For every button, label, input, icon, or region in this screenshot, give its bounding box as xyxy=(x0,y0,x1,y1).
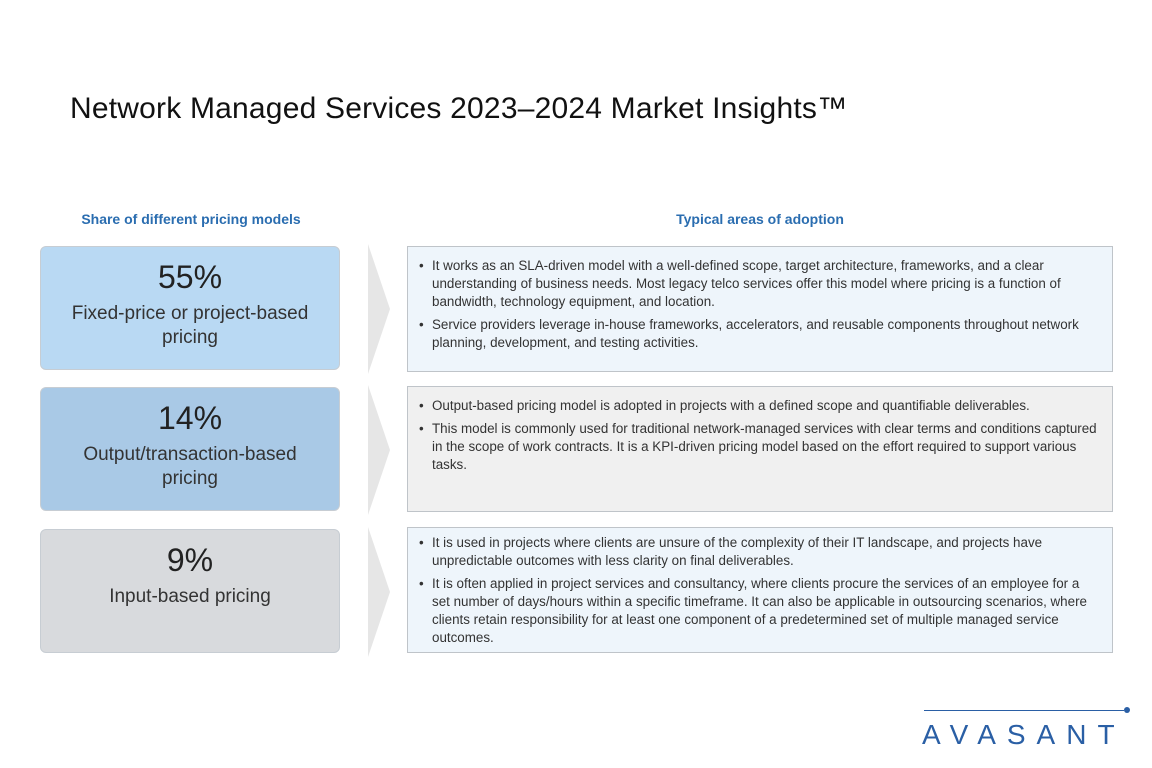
adoption-box-input-based: • It is used in projects where clients ar… xyxy=(407,527,1113,653)
share-percent: 55% xyxy=(157,259,223,295)
adoption-bullet: • It is used in projects where clients ar… xyxy=(419,535,1043,568)
share-box-output-based: 14% Output/transaction-based pricing xyxy=(40,387,340,511)
share-label: Output/transaction-based pricing xyxy=(83,444,297,489)
logo-wordmark: AVASANT xyxy=(922,719,1126,750)
adoption-box-output-based: • Output-based pricing model is adopted i… xyxy=(407,386,1113,512)
chevron-right-icon xyxy=(368,527,390,657)
logo-dot xyxy=(1124,707,1130,713)
share-percent: 9% xyxy=(166,542,214,578)
chevron-right-icon xyxy=(368,385,390,515)
chevron-right-icon xyxy=(368,244,390,374)
adoption-bullet: • This model is commonly used for traditi… xyxy=(419,421,1097,472)
page-title: Network Managed Services 2023–2024 Marke… xyxy=(70,92,848,125)
adoption-bullet: • Output-based pricing model is adopted i… xyxy=(419,398,1030,413)
share-label: Fixed-price or project-based pricing xyxy=(71,303,309,348)
adoption-bullet: • Service providers leverage in-house fra… xyxy=(419,317,1079,350)
share-box-fixed-price: 55% Fixed-price or project-based pricing xyxy=(40,246,340,370)
share-label: Input-based pricing xyxy=(109,586,271,607)
adoption-bullet: • It is often applied in project services… xyxy=(419,576,1087,645)
left-column-header: Share of different pricing models xyxy=(81,211,301,227)
logo-line xyxy=(924,710,1124,711)
avasant-logo: AVASANT xyxy=(922,705,1132,755)
adoption-bullet: • It works as an SLA-driven model with a … xyxy=(419,258,1061,309)
adoption-box-fixed-price: • It works as an SLA-driven model with a … xyxy=(407,246,1113,372)
share-box-input-based: 9% Input-based pricing xyxy=(40,529,340,653)
share-percent: 14% xyxy=(157,400,223,436)
right-column-header: Typical areas of adoption xyxy=(676,211,844,227)
